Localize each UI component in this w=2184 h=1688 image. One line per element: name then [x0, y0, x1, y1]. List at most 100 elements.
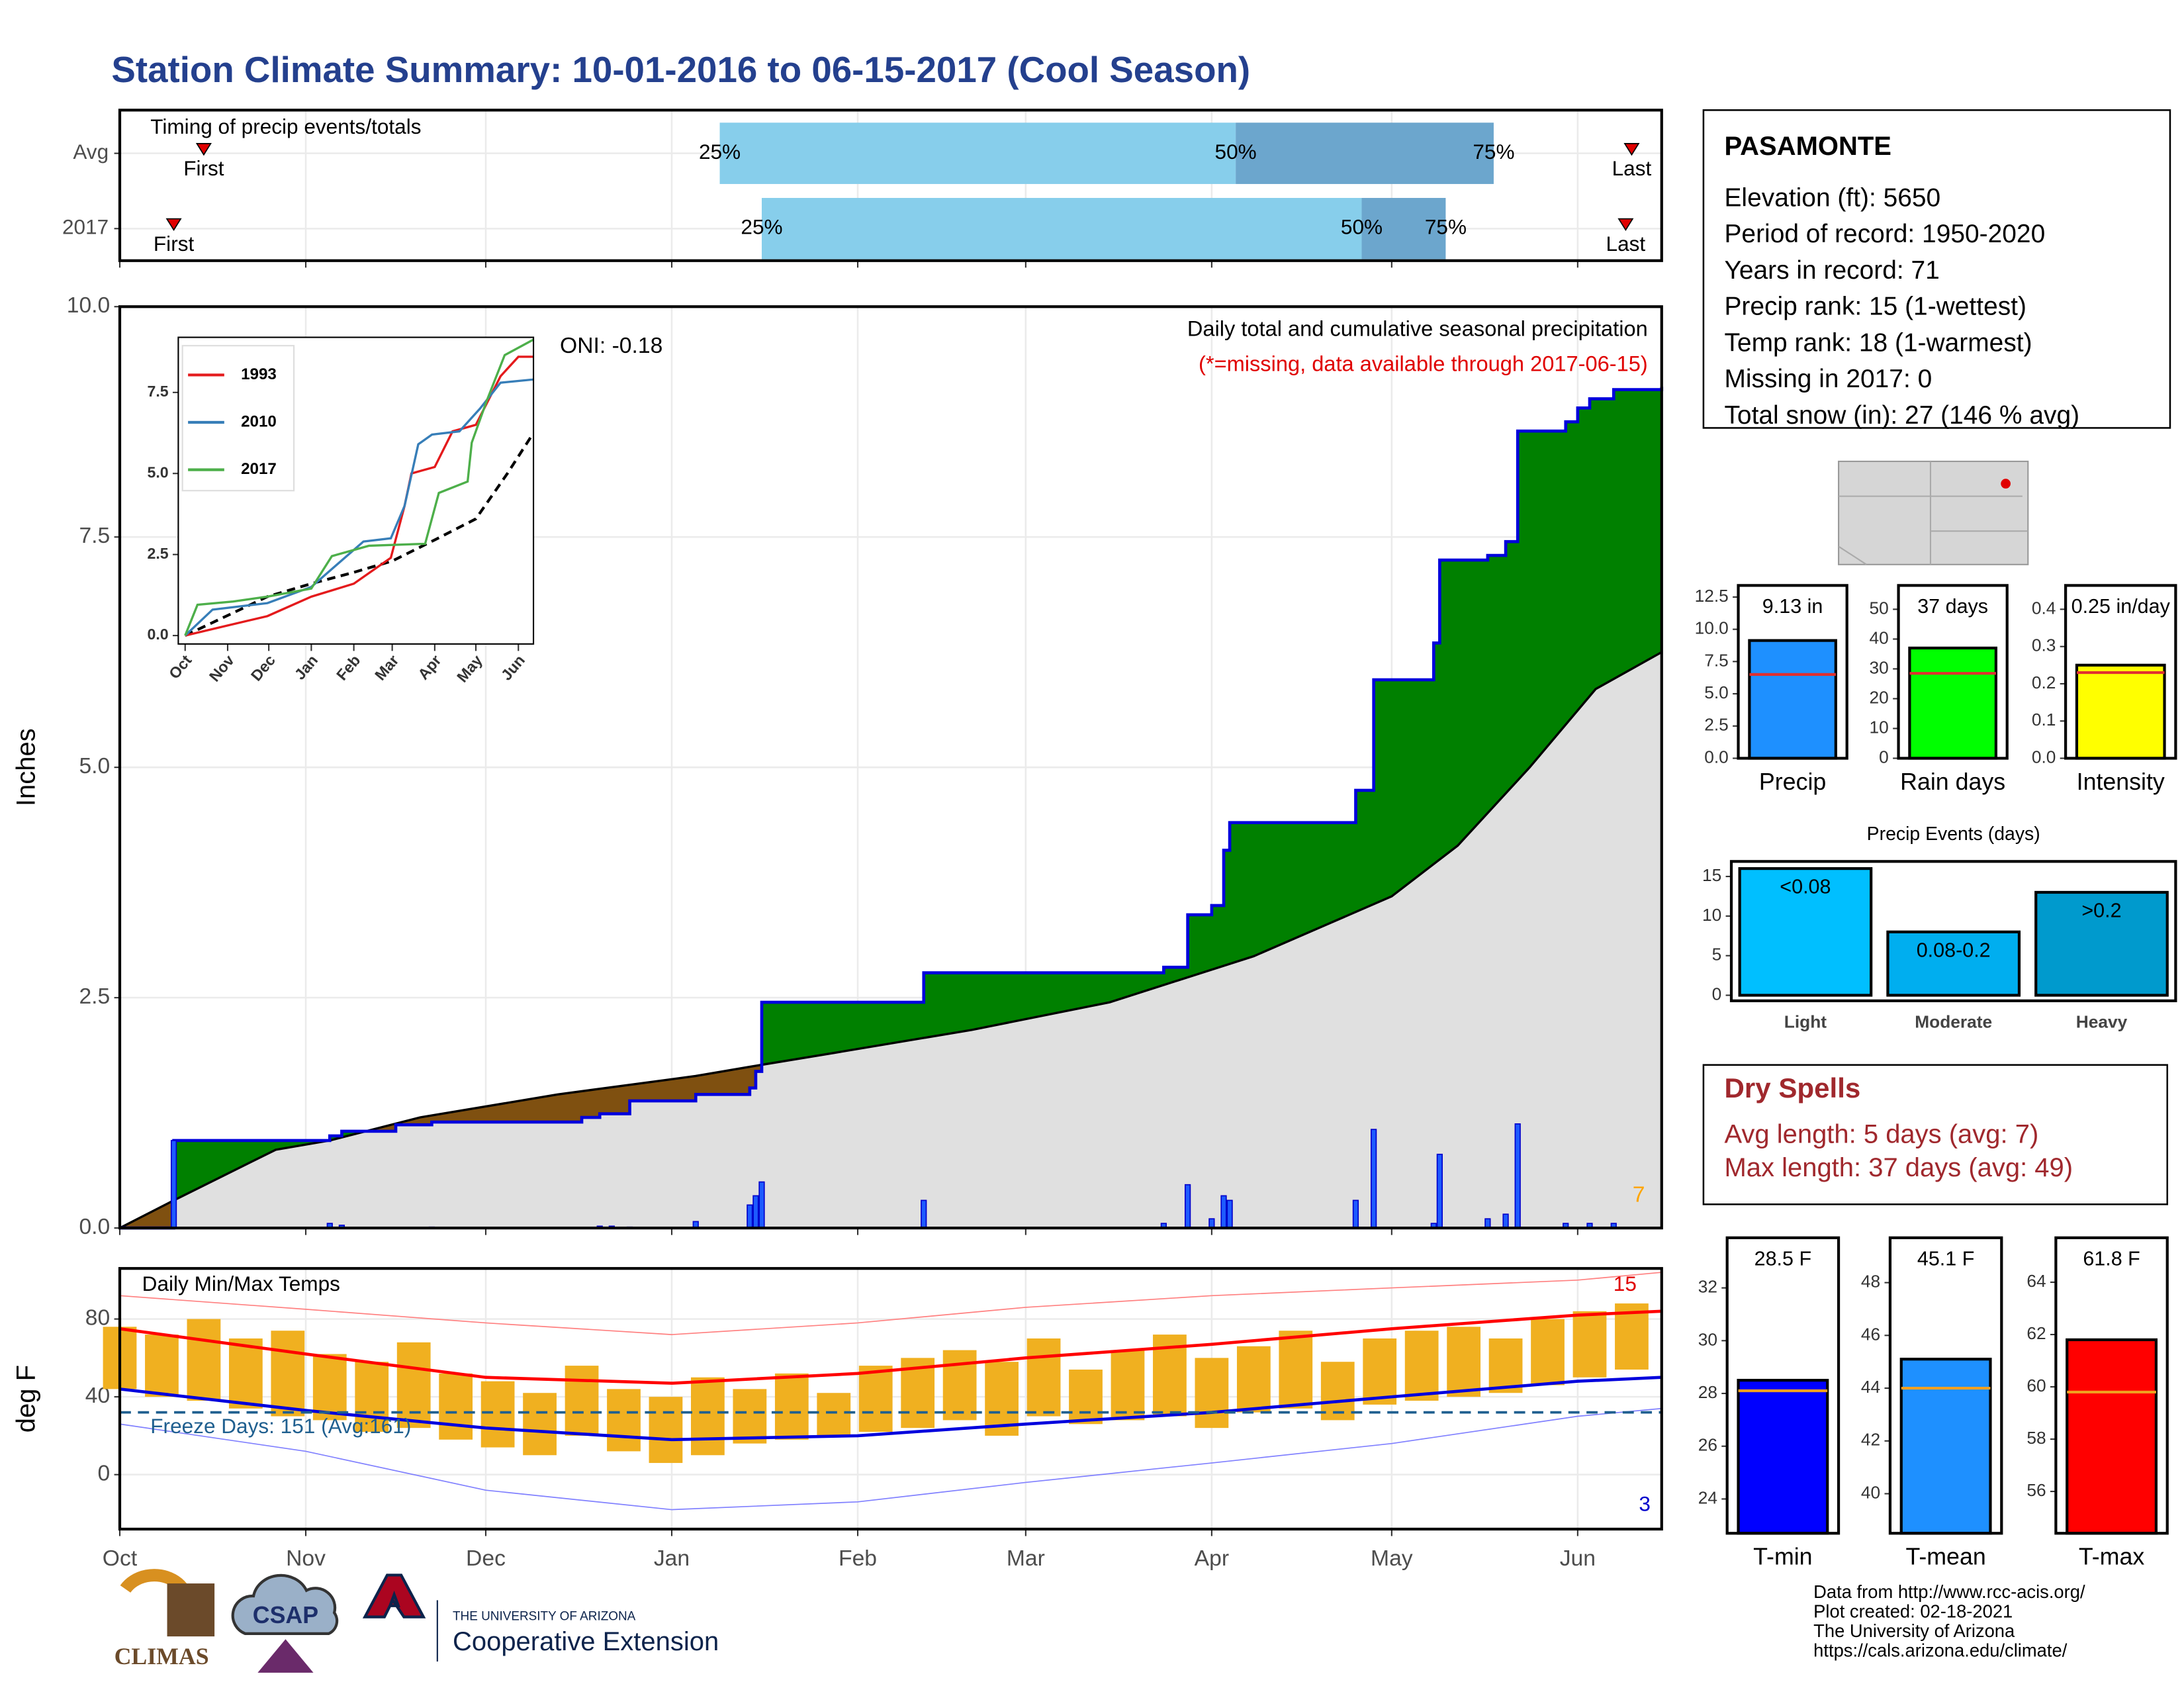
y-tick-label: 50 — [1870, 598, 1889, 618]
temp-line — [119, 1272, 1662, 1335]
quartile-box — [719, 122, 1236, 184]
daily-bar — [752, 1195, 759, 1229]
plot-border — [118, 109, 1663, 262]
y-tick-label: 2.5 — [147, 545, 168, 562]
point-label: Last — [1606, 232, 1646, 256]
temp-bar — [1069, 1369, 1103, 1425]
logos: CLIMAS CSAP THE UNIVERSITY OF ARIZONA Co… — [114, 1569, 719, 1673]
y-tick-label: 10.0 — [1695, 618, 1729, 638]
average-line — [184, 432, 535, 637]
y-tick-label: 30 — [1698, 1329, 1717, 1349]
info-line: Elevation (ft): 5650 — [1724, 183, 1940, 212]
y-axis-label: deg F — [12, 1365, 41, 1432]
quartile-box — [761, 198, 1362, 259]
point-label: First — [183, 156, 224, 180]
info-line: Total snow (in): 27 (146 % avg) — [1724, 401, 2079, 430]
y-tick-label: 46 — [1861, 1324, 1880, 1344]
x-tick-label: May — [1371, 1546, 1413, 1571]
ua-emblem — [362, 1573, 426, 1618]
legend-label: 2010 — [241, 412, 277, 430]
locator-map — [1838, 460, 2029, 565]
daily-bar — [1514, 1123, 1521, 1229]
temp-bar — [817, 1393, 851, 1436]
temp-bar — [649, 1397, 683, 1464]
daily-bar — [1184, 1184, 1191, 1229]
y-tick-label: 0 — [1712, 984, 1722, 1004]
legend-label: 1993 — [241, 365, 277, 383]
daily-bar — [1352, 1199, 1359, 1229]
y-tick-label: 0.0 — [79, 1215, 110, 1239]
temp-bar — [312, 1354, 347, 1421]
daily-bar — [1226, 1199, 1233, 1229]
y-tick-label: 0.1 — [2032, 710, 2056, 729]
temp-bar — [439, 1373, 473, 1440]
footer-line: https://cals.arizona.edu/climate/ — [1813, 1640, 2068, 1660]
temp-line — [119, 1309, 1662, 1385]
csap-logo-text: CSAP — [253, 1602, 318, 1628]
temp-bar — [1363, 1338, 1397, 1405]
value-label: 45.1 F — [1917, 1248, 1974, 1270]
temp-bar — [774, 1373, 809, 1440]
temp-bar — [1404, 1331, 1439, 1401]
category-label: T-max — [2079, 1544, 2144, 1570]
info-line: Temp rank: 18 (1-warmest) — [1724, 328, 2032, 357]
bar — [2075, 663, 2166, 760]
temp-bar — [480, 1381, 515, 1448]
climas-emblem — [167, 1583, 215, 1637]
temp-bar — [271, 1331, 305, 1417]
category-label: T-min — [1753, 1544, 1812, 1570]
bar — [2066, 1338, 2158, 1535]
y-tick-label: 28 — [1698, 1382, 1717, 1402]
y-tick-label: 5.0 — [79, 754, 110, 778]
y-tick-label: 5.0 — [1704, 682, 1729, 702]
y-tick-label: 0.0 — [1704, 747, 1729, 767]
y-tick-label: 56 — [2026, 1480, 2046, 1500]
bin-label: <0.08 — [1780, 876, 1831, 898]
map-frame — [1838, 460, 2029, 565]
info-line: Years in record: 71 — [1724, 256, 1939, 285]
y-tick-label: 60 — [2026, 1376, 2046, 1395]
y-tick-label: 40 — [1861, 1482, 1880, 1502]
x-tick-label: Apr — [1195, 1546, 1229, 1571]
quartile-box — [1236, 122, 1494, 184]
temp-bar — [355, 1362, 389, 1432]
station-name: PASAMONTE — [1724, 132, 1891, 161]
bar — [1738, 867, 1873, 997]
plot-border — [1897, 584, 2009, 760]
x-tick-label: Nov — [286, 1546, 326, 1571]
category-label: Light — [1784, 1012, 1827, 1032]
temp-line — [119, 1376, 1662, 1442]
y-tick-label: 48 — [1861, 1272, 1880, 1291]
plot-border — [118, 305, 1663, 1230]
dry-spells-title: Dry Spells — [1724, 1072, 1860, 1103]
bar — [1748, 639, 1837, 760]
temp-bar — [1447, 1327, 1481, 1397]
chart-subtitle: (*=missing, data available through 2017-… — [1199, 351, 1648, 375]
point-label: 25% — [699, 140, 741, 164]
daily-bar — [747, 1204, 753, 1229]
climas-logo-text: CLIMAS — [114, 1643, 209, 1669]
temp-bar — [228, 1338, 263, 1409]
temp-bar — [1488, 1338, 1523, 1393]
temp-bar — [858, 1366, 893, 1432]
y-tick-label: 62 — [2026, 1323, 2046, 1343]
csap-cloud — [231, 1573, 339, 1635]
x-tick-label: Dec — [466, 1546, 506, 1571]
info-line: Period of record: 1950-2020 — [1724, 220, 2045, 248]
ua-logo-text: THE UNIVERSITY OF ARIZONA — [453, 1610, 636, 1624]
annotation: Freeze Days: 151 (Avg:161) — [150, 1414, 411, 1438]
plot-border — [1737, 584, 1848, 760]
annotation: 7 — [1633, 1183, 1645, 1207]
bar — [1886, 930, 2021, 997]
category-label: Intensity — [2077, 769, 2165, 795]
map-borders — [1838, 545, 1867, 565]
y-tick-label: 5.0 — [147, 463, 168, 481]
temp-bar — [942, 1350, 977, 1421]
y-tick-label: 7.5 — [1704, 650, 1729, 670]
info-line: Missing in 2017: 0 — [1724, 365, 1932, 393]
info-line: Precip rank: 15 (1-wettest) — [1724, 293, 2026, 321]
daily-bar — [170, 1140, 177, 1229]
y-tick-label: 0 — [1879, 747, 1889, 767]
point-label: 50% — [1215, 140, 1257, 164]
event-marker — [1623, 143, 1640, 156]
